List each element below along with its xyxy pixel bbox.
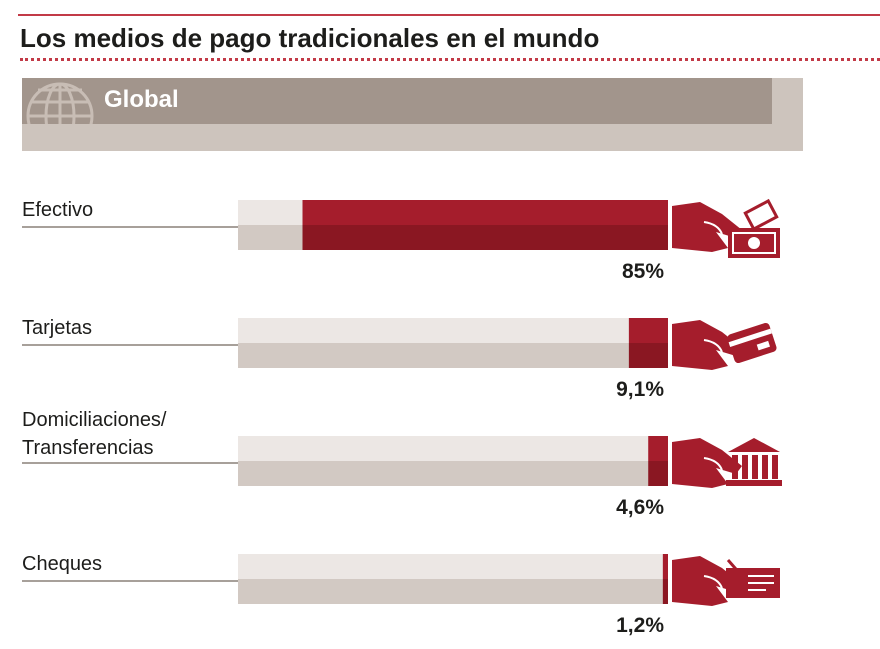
bar-value — [628, 318, 668, 343]
value-label: 85% — [622, 260, 664, 283]
bar-track-bottom — [238, 579, 668, 604]
hand-cash-icon — [672, 198, 780, 258]
bar-value — [302, 200, 668, 225]
value-label: 4,6% — [616, 496, 664, 519]
bar-value-shade — [302, 225, 668, 250]
title-dotted-rule — [20, 58, 880, 61]
value-label: 1,2% — [616, 614, 664, 637]
bar-value — [648, 436, 668, 461]
category-label: Efectivo — [22, 199, 93, 221]
category-label: Tarjetas — [22, 317, 92, 339]
globe-icon — [26, 82, 94, 124]
bar-track-bottom — [238, 343, 668, 368]
hand-cheque-icon — [672, 556, 780, 606]
bar-value — [662, 554, 668, 579]
bar-track-top — [238, 318, 668, 343]
region-banner-strip — [22, 78, 772, 124]
bar-track-top — [238, 436, 668, 461]
bar-track-top — [238, 554, 668, 579]
top-rule — [18, 14, 880, 16]
chart-title: Los medios de pago tradicionales en el m… — [20, 23, 600, 53]
hand-bank-icon — [672, 438, 782, 488]
bar-value-shade — [628, 343, 668, 368]
value-label: 9,1% — [616, 378, 664, 401]
category-label: Cheques — [22, 553, 102, 575]
bar-value-shade — [648, 461, 668, 486]
bar-track-bottom — [238, 461, 668, 486]
hand-card-icon — [672, 320, 777, 370]
bar-value-shade — [662, 579, 668, 604]
region-label: Global — [104, 86, 179, 113]
category-label: Domiciliaciones/Transferencias — [22, 409, 167, 459]
